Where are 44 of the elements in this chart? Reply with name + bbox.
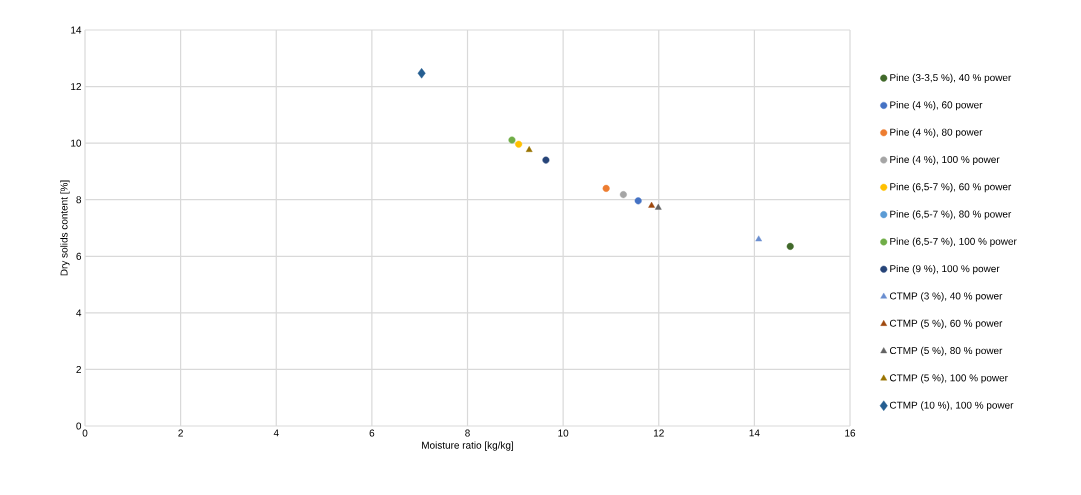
point [648, 201, 655, 208]
legend-label: Pine (6,5-7 %), 80 % power [890, 210, 1012, 220]
x-tick-label: 2 [178, 429, 183, 437]
legend-label: CTMP (10 %), 100 % power [889, 401, 1014, 411]
point [417, 68, 426, 79]
point [634, 197, 642, 205]
point [542, 156, 550, 164]
x-tick-label: 14 [749, 429, 760, 437]
x-tick-label: 12 [653, 429, 664, 437]
legend-label: Pine (3-3,5 %), 40 % power [890, 73, 1012, 84]
y-tick-label: 10 [71, 139, 82, 147]
point [619, 191, 627, 199]
legend-label: Pine (9 %), 100 % power [890, 264, 1000, 275]
legend-label: CTMP (5 %), 60 % power [889, 319, 1003, 329]
x-tick-label: 6 [369, 429, 375, 437]
legend-label: CTMP (3 %), 40 % power [889, 292, 1003, 302]
x-tick-label: 4 [273, 429, 279, 437]
legend-label: Pine (4 %), 100 % power [890, 155, 1000, 165]
x-tick-label: 0 [82, 429, 88, 437]
point [654, 203, 662, 210]
point [515, 140, 523, 148]
y-tick-label: 12 [71, 83, 81, 91]
y-tick-label: 4 [76, 309, 82, 317]
y-axis-title: Dry solids content [%] [60, 180, 70, 276]
point [755, 235, 762, 242]
x-tick-label: 16 [845, 429, 856, 437]
point [602, 184, 610, 192]
y-tick-label: 6 [76, 252, 82, 260]
y-tick-label: 0 [76, 422, 82, 430]
legend-label: Pine (4 %), 60 power [890, 101, 983, 111]
legend-label: Pine (4 %), 80 power [890, 128, 983, 138]
legend-label: Pine (6,5-7 %), 100 % power [890, 237, 1017, 247]
y-tick-label: 2 [76, 365, 81, 373]
point [786, 242, 794, 250]
legend-label: CTMP (5 %), 100 % power [889, 374, 1008, 384]
legend-label: Pine (6,5-7 %), 60 % power [890, 182, 1012, 193]
point [508, 136, 516, 144]
x-tick-label: 8 [465, 429, 470, 437]
x-axis-title: Moisture ratio [kg/kg] [422, 441, 514, 451]
x-tick-label: 10 [558, 429, 569, 437]
y-tick-label: 14 [71, 26, 82, 34]
legend-label: CTMP (5 %), 80 % power [889, 346, 1003, 357]
point [525, 146, 533, 152]
y-tick-label: 8 [76, 196, 82, 204]
